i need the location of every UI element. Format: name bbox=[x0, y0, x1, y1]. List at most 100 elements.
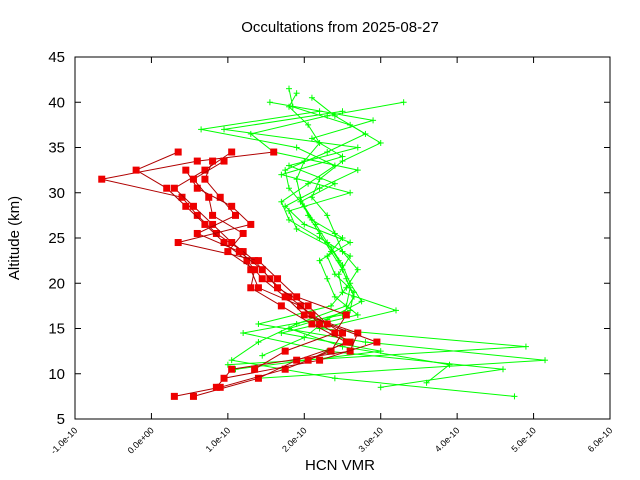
x-tick-label: 5.0e-10 bbox=[509, 425, 538, 454]
x-tick-label: -1.0e-10 bbox=[49, 425, 80, 456]
data-point bbox=[98, 175, 106, 183]
data-point bbox=[370, 117, 377, 124]
data-point bbox=[266, 99, 273, 106]
y-tick-label: 35 bbox=[48, 140, 65, 157]
data-point bbox=[339, 289, 346, 296]
data-point bbox=[216, 383, 224, 391]
data-point bbox=[339, 329, 346, 337]
data-point bbox=[228, 202, 236, 210]
data-point bbox=[220, 374, 228, 382]
data-point bbox=[216, 193, 224, 201]
data-point bbox=[174, 148, 182, 156]
data-point bbox=[358, 298, 365, 305]
data-point bbox=[286, 207, 292, 214]
y-axis-label: Altitude (km) bbox=[6, 196, 23, 280]
data-point bbox=[182, 202, 190, 210]
data-point bbox=[193, 211, 201, 219]
data-point bbox=[281, 347, 289, 355]
data-point bbox=[324, 253, 331, 260]
data-point bbox=[446, 361, 453, 368]
y-tick-label: 20 bbox=[48, 275, 65, 292]
data-point bbox=[286, 185, 292, 192]
data-point bbox=[342, 311, 350, 319]
data-point bbox=[331, 375, 338, 382]
data-point bbox=[339, 108, 346, 115]
data-point bbox=[220, 239, 228, 247]
data-point bbox=[251, 365, 259, 373]
series-profile-e bbox=[198, 108, 529, 368]
data-point bbox=[316, 320, 324, 328]
data-point bbox=[274, 284, 282, 292]
data-point bbox=[163, 184, 171, 192]
x-axis: -1.0e-10 0.0e+00 1.0e-10 2.0e-10 3.0e-10 4.0e… bbox=[49, 425, 615, 456]
data-point bbox=[132, 166, 140, 174]
data-point bbox=[400, 99, 407, 106]
data-point bbox=[304, 302, 312, 310]
data-point bbox=[324, 149, 331, 156]
data-point bbox=[270, 148, 278, 156]
data-point bbox=[308, 320, 316, 328]
data-point bbox=[247, 284, 255, 292]
data-point bbox=[254, 374, 262, 382]
plot-frame bbox=[74, 56, 611, 420]
data-point bbox=[354, 167, 361, 174]
y-axis: 5 10 15 20 25 30 35 40 45 bbox=[48, 49, 65, 428]
data-point bbox=[354, 329, 362, 337]
data-point bbox=[232, 211, 239, 219]
data-point bbox=[308, 94, 315, 101]
data-point bbox=[247, 266, 255, 274]
y-tick-label: 15 bbox=[48, 321, 65, 338]
data-point bbox=[278, 171, 285, 178]
x-tick-label: 4.0e-10 bbox=[433, 425, 462, 454]
x-axis-label: HCN VMR bbox=[305, 457, 375, 474]
data-point bbox=[221, 126, 228, 133]
data-point bbox=[170, 184, 178, 192]
data-point bbox=[328, 244, 335, 251]
data-point bbox=[339, 235, 346, 241]
data-point bbox=[209, 220, 217, 228]
data-point bbox=[316, 235, 323, 241]
data-point bbox=[305, 121, 312, 128]
data-point bbox=[331, 180, 338, 187]
data-point bbox=[327, 347, 335, 355]
data-point bbox=[304, 356, 312, 364]
data-point bbox=[286, 216, 292, 223]
data-point bbox=[511, 393, 518, 400]
data-point bbox=[331, 271, 338, 278]
data-point bbox=[189, 202, 197, 210]
data-point bbox=[259, 352, 266, 359]
data-point bbox=[285, 293, 293, 301]
data-point bbox=[354, 144, 361, 151]
series-line bbox=[223, 110, 451, 384]
data-point bbox=[354, 266, 361, 273]
data-point bbox=[301, 334, 308, 341]
data-point bbox=[316, 185, 323, 192]
data-point bbox=[258, 266, 266, 274]
data-point bbox=[362, 339, 369, 346]
data-point bbox=[182, 166, 190, 174]
data-point bbox=[377, 139, 384, 146]
data-point bbox=[251, 266, 259, 274]
data-point bbox=[347, 189, 354, 196]
data-point bbox=[255, 339, 262, 346]
data-point bbox=[308, 311, 316, 319]
data-point bbox=[316, 356, 324, 364]
series-profile-i bbox=[170, 148, 346, 400]
data-point bbox=[201, 175, 209, 183]
data-point bbox=[220, 157, 228, 165]
data-point bbox=[247, 130, 254, 137]
data-point bbox=[247, 220, 255, 228]
data-point bbox=[286, 162, 292, 169]
series-layer bbox=[98, 85, 549, 400]
data-point bbox=[224, 248, 232, 256]
data-point bbox=[377, 384, 384, 391]
data-point bbox=[198, 126, 205, 133]
chart-title: Occultations from 2025-08-27 bbox=[241, 19, 439, 36]
data-point bbox=[347, 239, 354, 246]
series-profile-g bbox=[221, 108, 453, 386]
data-point bbox=[522, 343, 529, 350]
series-line bbox=[242, 97, 504, 388]
data-point bbox=[339, 262, 346, 269]
data-point bbox=[346, 347, 354, 355]
data-point bbox=[174, 239, 182, 247]
